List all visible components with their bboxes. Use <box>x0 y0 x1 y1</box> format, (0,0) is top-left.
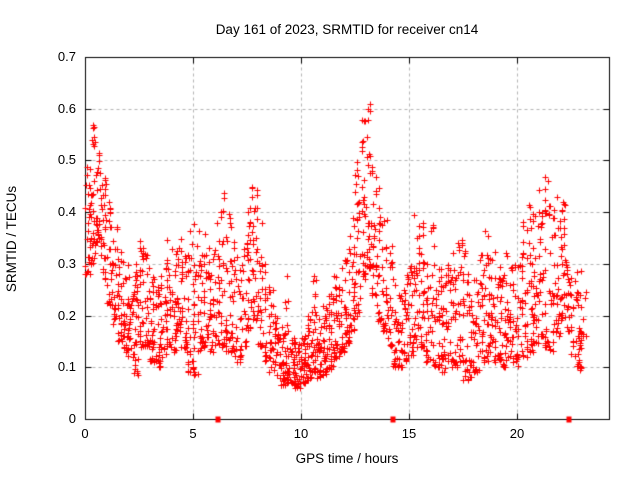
y-tick-label: 0.6 <box>57 101 76 116</box>
y-tick-label: 0.7 <box>57 49 76 64</box>
x-tick-label: 15 <box>401 426 417 441</box>
y-tick-label: 0 <box>68 411 76 426</box>
x-tick-label: 0 <box>81 426 89 441</box>
x-axis-label: GPS time / hours <box>295 451 399 466</box>
chart-title: Day 161 of 2023, SRMTID for receiver cn1… <box>215 22 479 37</box>
y-tick-label: 0.5 <box>57 152 76 167</box>
y-tick-label: 0.1 <box>57 359 76 374</box>
x-tick-label: 10 <box>293 426 309 441</box>
y-tick-label: 0.3 <box>57 256 76 271</box>
y-axis-label: SRMTID / TECUs <box>4 185 19 293</box>
x-tick-label: 5 <box>189 426 197 441</box>
y-tick-label: 0.2 <box>57 308 76 323</box>
y-tick-label: 0.4 <box>57 204 76 219</box>
x-tick-label: 20 <box>509 426 525 441</box>
